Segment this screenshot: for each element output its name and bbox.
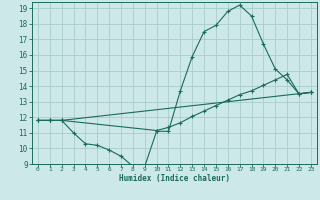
X-axis label: Humidex (Indice chaleur): Humidex (Indice chaleur) [119,174,230,183]
